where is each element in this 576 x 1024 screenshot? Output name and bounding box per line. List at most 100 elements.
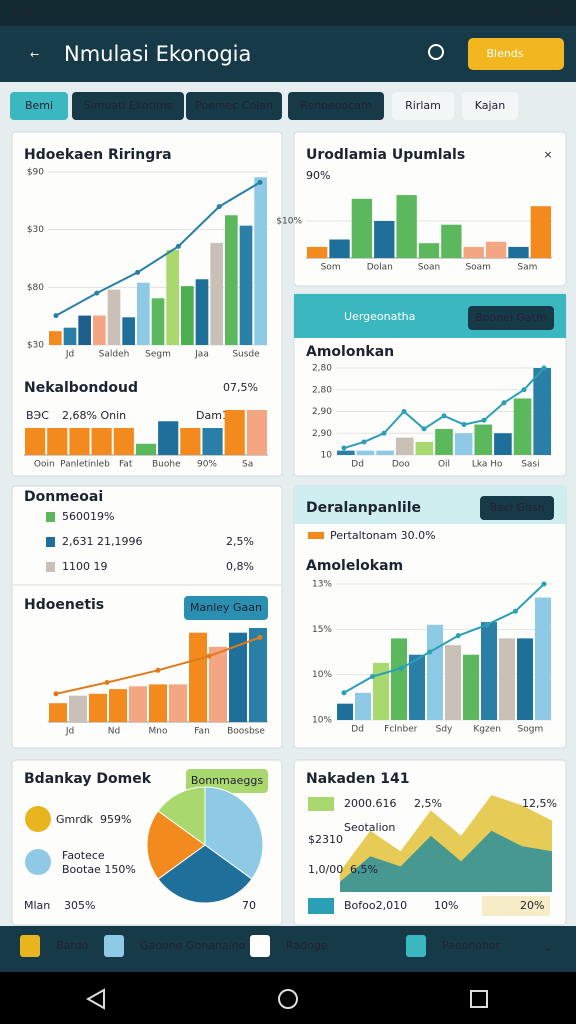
y-label: 10% (312, 670, 332, 680)
nav-more[interactable]: ⌄ (543, 941, 552, 954)
system-nav (0, 972, 576, 1024)
line-point (461, 422, 467, 428)
line-point (541, 581, 547, 587)
bar (25, 428, 46, 455)
tab[interactable] (186, 92, 282, 120)
legend-label: Gmrdk (56, 813, 94, 826)
x-label: Panletinleb (60, 460, 110, 470)
card-button[interactable] (468, 306, 554, 330)
area-label: Seotalion (344, 821, 395, 834)
x-label: Dd (351, 725, 364, 735)
bar (229, 632, 247, 722)
tab[interactable] (288, 92, 384, 120)
line-point (541, 365, 547, 371)
line-point (206, 653, 212, 659)
search-icon[interactable] (428, 44, 444, 60)
x-label: Segm (145, 350, 171, 360)
area-label: 1,0/00 (308, 863, 343, 876)
card-title: Nekalbondoud (24, 380, 138, 396)
nav-home[interactable] (278, 989, 298, 1009)
legend-swatch (482, 896, 550, 916)
bar (530, 206, 551, 258)
area-label: 12,5% (522, 797, 557, 810)
nav-label: Bardo (56, 939, 89, 952)
bar (239, 225, 253, 345)
sub-label: Dam (196, 409, 222, 422)
x-label: Susde (232, 350, 260, 360)
back-arrow[interactable]: ← (30, 48, 39, 61)
area-label: $2310 (308, 833, 343, 846)
x-label: Saldeh (99, 350, 130, 360)
row-label: 560019% (62, 510, 114, 523)
legend-label: Mlan (24, 899, 50, 912)
line-point (175, 243, 181, 249)
line-point (455, 633, 461, 639)
tab[interactable] (462, 92, 518, 120)
y-label: $10% (276, 217, 302, 227)
legend-label: 70 (242, 899, 256, 912)
bar (463, 654, 479, 720)
close-icon[interactable]: × (543, 148, 552, 161)
y-label: 2,80 (312, 385, 332, 395)
legend-icon (25, 806, 51, 832)
card-button[interactable] (480, 496, 554, 520)
bar (494, 433, 512, 455)
line-point (361, 439, 367, 445)
line-point (501, 400, 507, 406)
card-button[interactable] (184, 596, 268, 620)
y-label: $30 (27, 225, 44, 235)
app-title: Nmulasi Ekonogia (64, 42, 251, 66)
nav-icon[interactable] (406, 935, 426, 957)
card-header-title: Deralanpanlile (306, 500, 421, 516)
card-header-title: Uergeonatha (344, 310, 415, 323)
line-point (427, 649, 433, 655)
nav-icon[interactable] (250, 935, 270, 957)
bar (395, 437, 414, 455)
nav-recent[interactable] (470, 990, 488, 1008)
line-point (341, 690, 347, 696)
line-point (370, 673, 376, 679)
blend-button[interactable] (468, 38, 564, 70)
tab-label: Renoeoocam (300, 99, 371, 112)
nav-icon[interactable] (104, 935, 124, 957)
y-label: $90 (27, 168, 44, 178)
y-label: 15% (312, 625, 332, 635)
x-label: Ooin (34, 460, 55, 470)
bar (373, 662, 389, 720)
legend-label: Faotece (62, 849, 105, 862)
nav-back[interactable] (85, 988, 105, 1010)
sub-label: 2,68% Onin (62, 409, 126, 422)
tab[interactable] (72, 92, 184, 120)
bar (441, 224, 462, 258)
bar (337, 450, 355, 455)
pie-slice (157, 844, 253, 904)
bar (109, 689, 127, 722)
tab-label: Simuati Ekotims (84, 99, 173, 112)
legend-swatch (308, 898, 334, 914)
nav-icon[interactable] (20, 935, 40, 957)
tab[interactable] (10, 92, 68, 120)
pie-slice (157, 786, 206, 846)
card-button-label: Manley Gaan (190, 601, 262, 614)
bar (78, 315, 91, 345)
tab[interactable] (392, 92, 454, 120)
line-point (441, 413, 447, 419)
bar (107, 289, 121, 345)
legend-label: Bootae 150% (62, 863, 136, 876)
bar (474, 424, 493, 455)
bar (391, 638, 407, 720)
card-title: Urodlamia Upumlals (306, 147, 465, 163)
line-point (155, 667, 161, 673)
line-point (257, 179, 263, 185)
card-button-label: Bacl Gdsn (489, 501, 544, 514)
bar (89, 693, 107, 722)
legend-label: 959% (100, 813, 131, 826)
bar (435, 428, 453, 455)
bar (517, 638, 533, 720)
bar (374, 221, 395, 258)
x-label: Buohe (152, 460, 181, 470)
card-title: Hdoekaen Riringra (24, 147, 172, 163)
subtitle-swatch (308, 532, 324, 539)
bar (158, 421, 179, 455)
x-label: 90% (197, 460, 217, 470)
